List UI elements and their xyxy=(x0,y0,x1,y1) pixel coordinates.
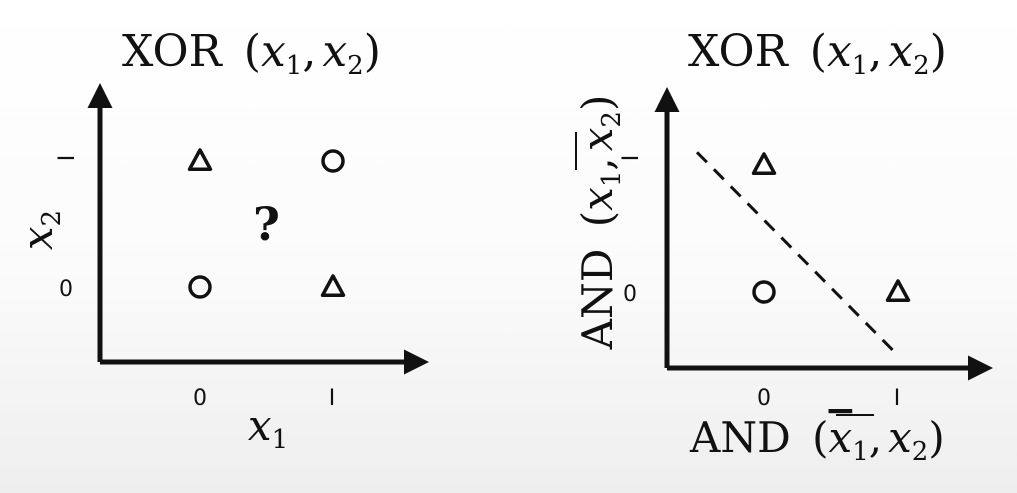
left-circle-point-1 xyxy=(321,149,345,173)
title-sub-2: 2 xyxy=(913,51,930,81)
right-y-axis-label-group: AND (x1,x2) xyxy=(573,95,627,351)
left-triangle-point-0 xyxy=(187,148,213,171)
title-sub-1: 1 xyxy=(286,51,303,81)
right-chart: XOR (x1, x2) 0 I 0 I AND (x1, x2) AND (x1,… xyxy=(573,26,993,467)
label-close-paren: ) xyxy=(928,413,944,462)
title-open-paren: ( xyxy=(244,26,261,77)
left-chart-title: XOR (x1, x2) xyxy=(122,26,381,81)
title-function: XOR xyxy=(122,26,224,77)
right-triangle-point-0 xyxy=(751,152,777,175)
title-open-paren: ( xyxy=(810,26,827,77)
left-y-tick-0: 0 xyxy=(59,277,73,302)
label-var-2-negated: x xyxy=(573,127,622,151)
left-chart: XOR (x1, x2) 0 I 0 I x1 x2 ? xyxy=(13,26,429,455)
label-var-1: x xyxy=(573,187,622,211)
label-comma: , xyxy=(573,157,622,170)
left-y-label-sub: 2 xyxy=(37,210,67,227)
label-close-paren: ) xyxy=(573,95,622,111)
right-y-tick-1: I xyxy=(619,155,644,162)
right-decision-boundary xyxy=(695,151,900,357)
left-x-axis-label: x1 xyxy=(248,401,288,455)
right-triangle-point-1 xyxy=(885,279,911,302)
label-function: AND xyxy=(689,413,791,462)
title-close-paren: ) xyxy=(930,26,947,77)
label-sub-2: 2 xyxy=(597,111,627,128)
label-open-paren: ( xyxy=(573,211,622,227)
title-function: XOR xyxy=(688,26,790,77)
right-circle-point-0 xyxy=(752,280,776,304)
left-y-label-var: x xyxy=(13,226,62,250)
label-sub-2: 2 xyxy=(912,437,929,467)
left-triangle-point-1 xyxy=(320,274,346,297)
title-var-2: x xyxy=(888,26,913,77)
label-open-paren: ( xyxy=(812,413,828,462)
left-x-label-var: x xyxy=(248,401,272,450)
left-y-tick-1: I xyxy=(55,155,80,162)
label-var-1-negated: x xyxy=(829,413,853,462)
left-circle-point-0 xyxy=(188,275,212,299)
title-var-1: x xyxy=(827,26,852,77)
title-var-1: x xyxy=(261,26,286,77)
left-x-tick-0: 0 xyxy=(193,386,207,411)
title-comma: , xyxy=(302,26,316,77)
title-sub-1: 1 xyxy=(852,51,869,81)
right-x-tick-1: I xyxy=(894,386,901,411)
label-function: AND xyxy=(573,249,622,351)
left-x-label-sub: 1 xyxy=(272,425,289,455)
right-x-tick-0: 0 xyxy=(757,386,771,411)
right-chart-title: XOR (x1, x2) xyxy=(688,26,947,81)
title-close-paren: ) xyxy=(364,26,381,77)
right-y-tick-0: 0 xyxy=(623,282,637,307)
left-question-annotation: ? xyxy=(253,197,280,251)
title-var-2: x xyxy=(322,26,347,77)
right-y-axis-label: AND (x1,x2) xyxy=(573,95,627,351)
right-x-axis-label: AND (x1, x2) xyxy=(689,413,945,467)
label-sub-1: 1 xyxy=(597,171,627,188)
label-var-2: x xyxy=(888,413,912,462)
left-chart-marks: ? xyxy=(187,148,346,299)
left-y-axis-label: x2 xyxy=(13,210,67,250)
left-x-tick-1: I xyxy=(329,386,336,411)
label-sub-1: 1 xyxy=(852,437,869,467)
title-sub-2: 2 xyxy=(347,51,364,81)
right-chart-marks xyxy=(695,151,911,357)
label-comma: , xyxy=(869,413,882,462)
title-comma: , xyxy=(868,26,882,77)
